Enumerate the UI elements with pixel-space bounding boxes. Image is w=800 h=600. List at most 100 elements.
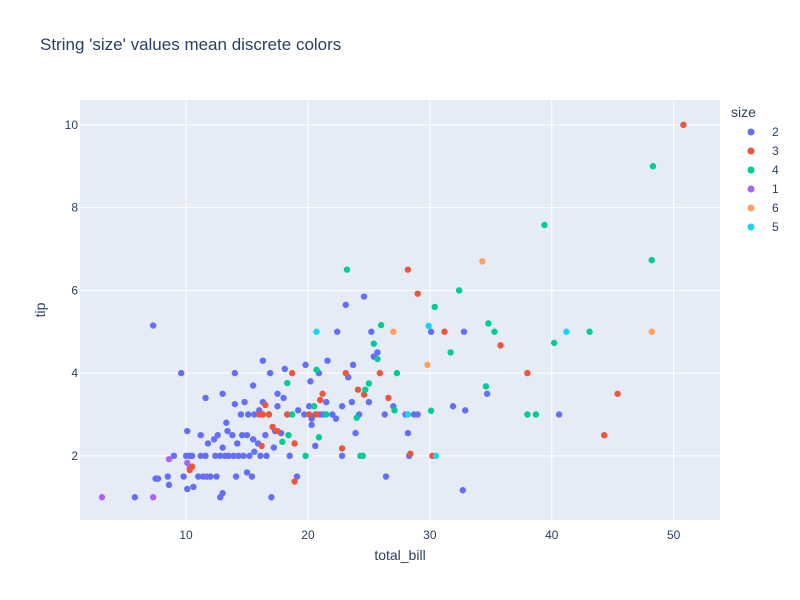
data-point[interactable] xyxy=(374,349,381,356)
data-point[interactable] xyxy=(212,452,219,460)
data-point[interactable] xyxy=(313,328,320,335)
data-point[interactable] xyxy=(390,328,397,335)
data-point[interactable] xyxy=(680,121,687,129)
data-point[interactable] xyxy=(381,411,388,418)
data-point[interactable] xyxy=(195,473,202,480)
data-point[interactable] xyxy=(302,452,309,460)
data-point[interactable] xyxy=(497,342,504,349)
data-point[interactable] xyxy=(257,452,264,460)
data-point[interactable] xyxy=(213,473,220,480)
data-point[interactable] xyxy=(165,455,173,463)
data-point[interactable] xyxy=(365,380,373,387)
data-point[interactable] xyxy=(479,258,486,265)
data-point[interactable] xyxy=(614,390,621,397)
data-point[interactable] xyxy=(382,473,390,480)
data-point[interactable] xyxy=(342,301,349,309)
data-point[interactable] xyxy=(182,452,190,460)
data-point[interactable] xyxy=(223,419,230,426)
data-point[interactable] xyxy=(319,390,326,397)
legend-item-5[interactable]: 5 xyxy=(747,220,780,234)
legend-item-6[interactable]: 6 xyxy=(747,201,780,215)
data-point[interactable] xyxy=(274,390,281,397)
data-point[interactable] xyxy=(225,452,232,460)
data-point[interactable] xyxy=(332,415,340,422)
data-point[interactable] xyxy=(188,463,196,470)
data-point[interactable] xyxy=(288,411,296,418)
data-point[interactable] xyxy=(324,357,331,364)
data-point[interactable] xyxy=(353,414,360,421)
data-point[interactable] xyxy=(274,427,281,435)
data-point[interactable] xyxy=(455,287,463,294)
legend-item-3[interactable]: 3 xyxy=(747,144,780,158)
data-point[interactable] xyxy=(312,442,319,450)
data-point[interactable] xyxy=(274,403,281,410)
data-point[interactable] xyxy=(376,369,384,377)
data-point[interactable] xyxy=(329,411,336,418)
data-point[interactable] xyxy=(210,436,218,443)
data-point[interactable] xyxy=(262,401,269,409)
data-point[interactable] xyxy=(219,444,226,451)
data-point[interactable] xyxy=(165,481,173,489)
data-point[interactable] xyxy=(485,320,492,327)
data-point[interactable] xyxy=(284,379,291,387)
data-point[interactable] xyxy=(219,489,226,497)
data-point[interactable] xyxy=(310,403,318,410)
data-point[interactable] xyxy=(393,369,401,377)
data-point[interactable] xyxy=(295,407,302,414)
data-point[interactable] xyxy=(462,407,469,414)
legend[interactable]: 2 3 4 1 6 5 xyxy=(747,125,780,234)
data-point[interactable] xyxy=(563,328,570,335)
data-point[interactable] xyxy=(308,421,315,429)
legend-item-4[interactable]: 4 xyxy=(747,163,780,177)
data-point[interactable] xyxy=(184,459,191,467)
data-point[interactable] xyxy=(313,411,320,418)
data-point[interactable] xyxy=(204,440,212,447)
data-point[interactable] xyxy=(313,366,320,373)
data-point[interactable] xyxy=(551,339,558,347)
data-point[interactable] xyxy=(184,427,191,435)
data-point[interactable] xyxy=(149,322,157,329)
data-point[interactable] xyxy=(352,429,359,437)
data-point[interactable] xyxy=(532,411,540,418)
data-point[interactable] xyxy=(288,369,296,377)
data-point[interactable] xyxy=(424,361,431,369)
data-point[interactable] xyxy=(197,452,204,460)
data-point[interactable] xyxy=(391,407,398,414)
data-point[interactable] xyxy=(407,450,414,457)
legend-item-1[interactable]: 1 xyxy=(747,182,780,196)
data-point[interactable] xyxy=(280,394,287,402)
data-point[interactable] xyxy=(432,452,440,460)
data-point[interactable] xyxy=(98,494,106,501)
data-point[interactable] xyxy=(368,328,375,335)
data-point[interactable] xyxy=(232,473,240,480)
data-point[interactable] xyxy=(648,328,655,335)
data-point[interactable] xyxy=(305,403,313,410)
data-point[interactable] xyxy=(360,293,368,300)
data-point[interactable] xyxy=(177,369,185,377)
data-point[interactable] xyxy=(323,398,330,406)
data-point[interactable] xyxy=(377,321,385,329)
data-point[interactable] xyxy=(265,411,273,418)
data-point[interactable] xyxy=(460,328,468,335)
data-point[interactable] xyxy=(231,369,239,377)
data-point[interactable] xyxy=(404,266,412,273)
data-point[interactable] xyxy=(360,391,368,398)
data-point[interactable] xyxy=(524,411,531,418)
data-point[interactable] xyxy=(207,473,214,480)
data-point[interactable] xyxy=(149,494,157,501)
data-point[interactable] xyxy=(404,411,412,418)
data-point[interactable] xyxy=(170,452,178,460)
data-points[interactable] xyxy=(98,121,687,501)
data-point[interactable] xyxy=(202,394,209,402)
data-point[interactable] xyxy=(229,431,236,439)
data-point[interactable] xyxy=(427,407,435,414)
data-point[interactable] xyxy=(524,369,531,377)
data-point[interactable] xyxy=(348,398,356,406)
data-point[interactable] xyxy=(243,431,251,439)
data-point[interactable] xyxy=(586,328,593,335)
data-point[interactable] xyxy=(281,365,288,373)
data-point[interactable] xyxy=(240,452,247,460)
data-point[interactable] xyxy=(291,440,298,447)
data-point[interactable] xyxy=(334,328,341,335)
data-point[interactable] xyxy=(249,382,257,389)
